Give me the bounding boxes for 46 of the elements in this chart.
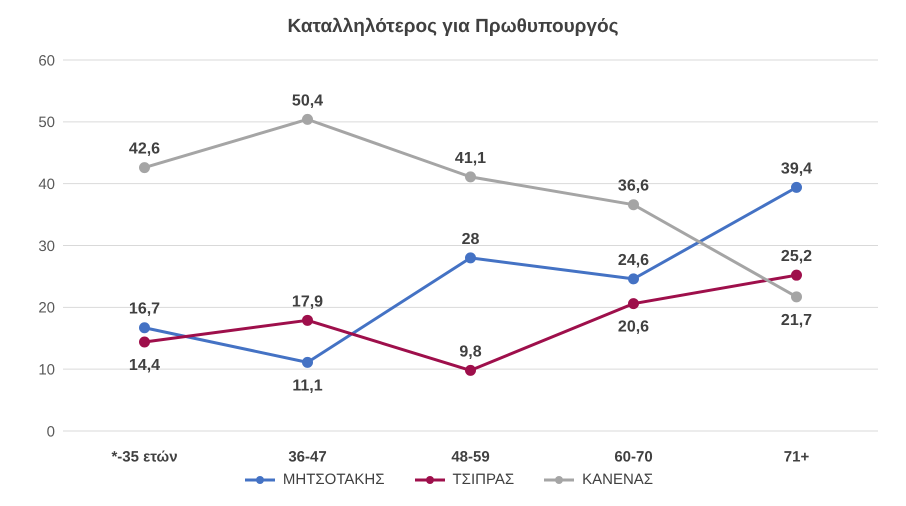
point xyxy=(302,356,313,368)
point xyxy=(139,322,150,334)
point xyxy=(302,314,313,326)
data-label: 20,6 xyxy=(618,318,650,336)
data-label: 11,1 xyxy=(292,377,323,394)
y-tick-label: 20 xyxy=(38,300,55,317)
legend-label: ΤΣΙΠΡΑΣ xyxy=(452,471,514,488)
point xyxy=(791,291,802,302)
y-tick-label: 10 xyxy=(38,361,55,378)
point xyxy=(139,162,150,174)
point xyxy=(628,199,639,210)
x-tick-label: 48-59 xyxy=(451,448,490,466)
data-label: 36,6 xyxy=(618,178,650,195)
x-tick-label: 60-70 xyxy=(614,448,653,466)
data-label: 21,7 xyxy=(780,312,812,329)
point xyxy=(302,114,313,125)
x-tick-label: *-35 ετών xyxy=(111,448,178,466)
y-tick-label: 40 xyxy=(38,176,55,193)
data-label: 42,6 xyxy=(128,140,160,158)
point xyxy=(139,336,150,348)
legend-label: ΜΗΤΣΟΤΑΚΗΣ xyxy=(282,471,385,488)
x-tick-label: 71+ xyxy=(784,448,810,466)
data-label: 9,8 xyxy=(459,343,482,360)
data-label: 28 xyxy=(462,230,480,248)
point xyxy=(465,252,476,264)
point xyxy=(465,364,476,376)
point xyxy=(791,182,802,193)
data-label: 25,2 xyxy=(780,248,812,266)
data-label: 17,9 xyxy=(292,293,324,310)
legend-label: ΚΑΝΕΝΑΣ xyxy=(582,471,654,488)
data-label: 14,4 xyxy=(128,356,160,374)
point xyxy=(791,270,802,281)
data-label: 41,1 xyxy=(454,150,486,167)
x-tick-label: 36-47 xyxy=(288,448,327,466)
y-tick-label: 60 xyxy=(38,52,55,70)
data-label: 39,4 xyxy=(780,160,812,178)
point xyxy=(628,298,639,310)
point xyxy=(628,273,639,284)
data-label: 24,6 xyxy=(618,252,650,269)
point xyxy=(465,171,476,182)
chart-title: Καταλληλότερος για Πρωθυπουργός xyxy=(286,15,620,39)
y-tick-label: 30 xyxy=(38,238,55,255)
y-tick-label: 50 xyxy=(38,114,55,132)
y-tick-label: 0 xyxy=(46,423,55,440)
data-label: 50,4 xyxy=(292,92,324,110)
data-label: 16,7 xyxy=(128,300,160,318)
